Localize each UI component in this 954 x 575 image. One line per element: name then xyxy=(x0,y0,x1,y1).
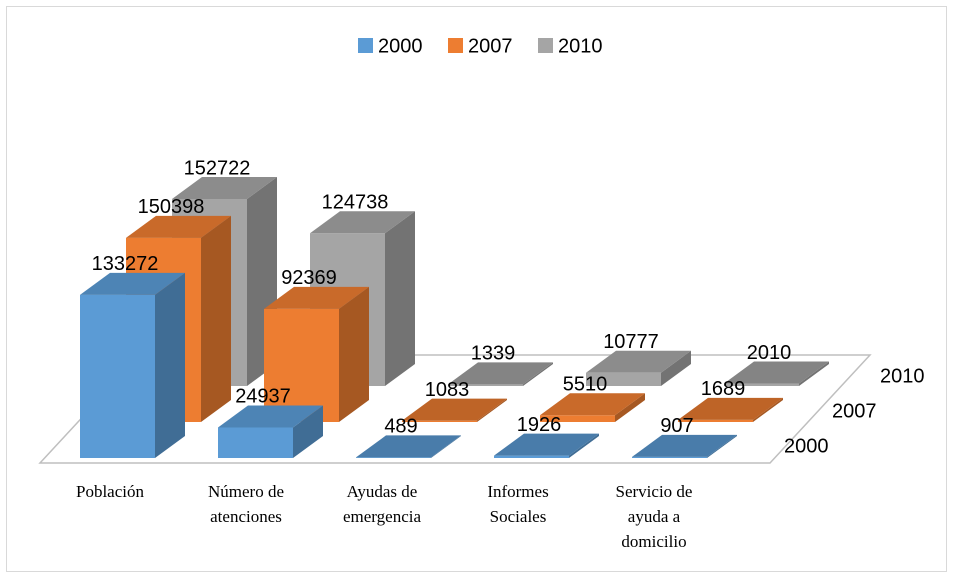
bar-top xyxy=(586,350,691,373)
bar-side xyxy=(707,434,737,458)
bar-top xyxy=(402,398,507,421)
bar xyxy=(586,372,661,386)
x-tick-label: Informes Sociales xyxy=(487,482,549,526)
bar-top xyxy=(310,211,415,234)
bar xyxy=(678,419,753,422)
chart-border xyxy=(6,6,947,572)
legend-label: 2000 xyxy=(378,35,423,57)
data-label: 92369 xyxy=(281,267,337,289)
bar-top xyxy=(678,397,783,420)
depth-label: 2000 xyxy=(784,435,829,457)
bar-top xyxy=(80,272,185,295)
x-tick-label: Número de atenciones xyxy=(207,482,284,526)
bar-top xyxy=(724,361,829,384)
depth-label: 2010 xyxy=(880,365,925,387)
bar xyxy=(632,456,707,458)
data-label: 133272 xyxy=(92,253,159,275)
bar-top xyxy=(448,362,553,385)
bar-top xyxy=(632,434,737,457)
x-tick-label: Población xyxy=(76,482,144,501)
data-label: 1339 xyxy=(471,343,516,365)
bar-side xyxy=(385,211,415,386)
bar-side xyxy=(477,398,507,422)
bar-top xyxy=(494,433,599,456)
bar-side xyxy=(201,215,231,422)
bar xyxy=(402,420,477,422)
bar xyxy=(356,457,431,458)
depth-label: 2007 xyxy=(832,400,877,422)
data-label: 1689 xyxy=(701,378,746,400)
data-label: 1083 xyxy=(425,379,470,401)
bar-top xyxy=(172,177,277,199)
bar-side xyxy=(155,272,185,458)
legend-swatch xyxy=(358,38,373,53)
bar-side xyxy=(339,286,369,422)
bar-side xyxy=(569,433,599,458)
legend-label: 2007 xyxy=(468,35,513,57)
legend-swatch xyxy=(448,38,463,53)
data-label: 5510 xyxy=(563,374,608,396)
legend-swatch xyxy=(538,38,553,53)
bar-top xyxy=(264,286,369,309)
data-label: 150398 xyxy=(138,196,205,218)
bar-top xyxy=(218,405,323,428)
bar xyxy=(218,427,293,458)
x-tick-label: Servicio de ayuda a domicilio xyxy=(615,482,693,551)
bar-side xyxy=(661,350,691,386)
bar-side xyxy=(293,405,323,458)
x-tick-label: Ayudas de emergencia xyxy=(342,482,422,526)
data-label: 124738 xyxy=(322,192,389,214)
bar-top xyxy=(540,393,645,416)
bar xyxy=(264,308,339,422)
data-label: 24937 xyxy=(235,386,291,408)
data-label: 2010 xyxy=(747,342,792,364)
bar xyxy=(80,294,155,458)
bar-side xyxy=(523,362,553,386)
bar xyxy=(448,384,523,386)
bar-side xyxy=(615,393,645,422)
bar xyxy=(540,415,615,422)
data-label: 1926 xyxy=(517,414,562,436)
bar-side xyxy=(799,361,829,386)
legend-label: 2010 xyxy=(558,35,603,57)
data-label: 907 xyxy=(660,415,693,437)
data-label: 10777 xyxy=(603,331,659,353)
bar-side xyxy=(753,397,783,422)
bar-side xyxy=(431,435,461,458)
data-label: 152722 xyxy=(184,157,251,179)
bar xyxy=(724,383,799,386)
bar xyxy=(494,455,569,458)
bar-top xyxy=(356,435,461,458)
data-label: 489 xyxy=(384,416,417,438)
bar-top xyxy=(126,215,231,238)
